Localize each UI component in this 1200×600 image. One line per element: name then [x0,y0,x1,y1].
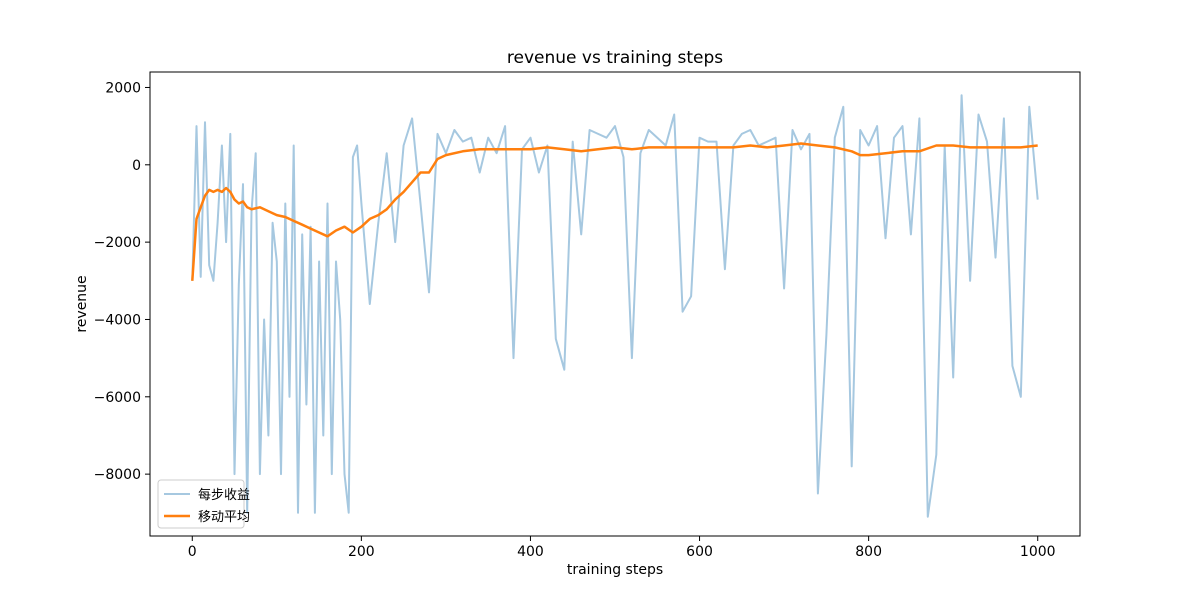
x-tick-label: 0 [188,544,197,560]
y-tick-label: −2000 [94,235,141,251]
y-tick-label: 2000 [105,80,141,96]
axes: 0 200 400 600 800 1000 2000 0 −2000 −4000 −6000 −80… [94,71,1081,560]
x-tick-label: 400 [517,544,544,560]
x-tick-label: 1000 [1020,544,1056,560]
legend-label-1: 每步收益 [198,487,250,503]
x-tick-label: 200 [348,544,375,560]
series-line-1 [191,94,1039,518]
y-axis-label: revenue [74,275,90,332]
y-tick-label: −4000 [94,312,141,328]
series-line-2 [191,142,1038,281]
x-axis-label: training steps [567,562,663,578]
legend-label-2: 移动平均 [198,510,250,525]
x-tick-label: 800 [855,544,882,560]
plot-area [191,94,1039,518]
chart-title: revenue vs training steps [507,48,723,68]
y-tick-label: −6000 [94,390,141,406]
y-tick-label: −8000 [94,467,141,483]
axes-frame [149,71,1081,537]
x-tick-label: 600 [686,544,713,560]
y-tick-label: 0 [132,158,141,174]
